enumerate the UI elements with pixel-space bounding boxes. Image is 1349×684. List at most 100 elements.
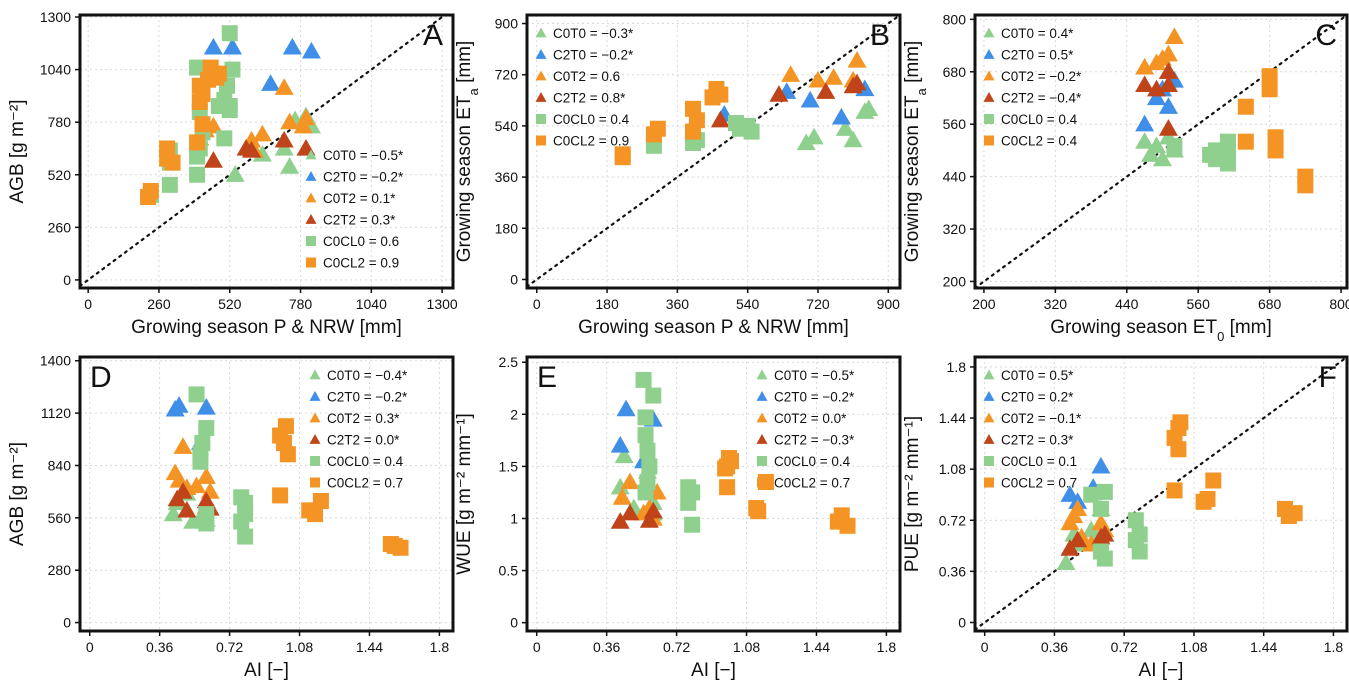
- legend-marker: [983, 92, 995, 102]
- data-point: [645, 387, 662, 404]
- plot-frame: [78, 13, 455, 290]
- legend-marker: [305, 149, 317, 160]
- legend-marker: [306, 236, 316, 246]
- y-tick-label: 0: [63, 272, 71, 288]
- legend-entry: C2T0 = −0.2*: [774, 390, 855, 405]
- x-tick-label: 520: [218, 296, 242, 312]
- data-point: [684, 516, 701, 533]
- data-point: [1147, 88, 1167, 106]
- legend-entry: C2T2 = 0.3*: [1001, 433, 1074, 448]
- data-point: [274, 130, 294, 148]
- legend-entry: C2T2 = 0.0*: [327, 433, 400, 448]
- y-tick-label: 1120: [41, 405, 71, 421]
- y-tick-label: 900: [495, 16, 519, 32]
- legend: C0T0 = −0.3* C2T0 = −0.2* C0T2 = 0.6 C2T2 =…: [535, 26, 634, 149]
- legend-entry: C0CL0 = 0.4: [774, 454, 851, 469]
- legend-entry: C0CL2 = 0.9: [323, 256, 399, 271]
- data-point: [839, 517, 856, 534]
- data-point: [169, 470, 189, 488]
- x-tick-label: 1.44: [1250, 639, 1277, 655]
- data-point: [1092, 500, 1109, 517]
- x-tick-label: 0.36: [593, 639, 620, 655]
- data-point: [173, 437, 193, 454]
- x-axis-label: AI [−]: [691, 660, 736, 681]
- x-axis-label: AI [−]: [244, 660, 289, 681]
- data-point: [222, 37, 242, 55]
- data-point: [824, 68, 844, 85]
- data-point: [641, 458, 658, 475]
- data-point: [847, 51, 867, 68]
- x-tick-label: 0: [86, 639, 94, 655]
- plot-frame: [525, 13, 902, 290]
- plot-frame: [525, 355, 902, 633]
- data-point: [173, 482, 193, 499]
- legend-marker: [305, 171, 317, 181]
- data-point: [301, 41, 321, 59]
- data-point: [277, 418, 294, 435]
- y-tick-label: 560: [943, 116, 967, 132]
- series-c0cl2: [272, 418, 409, 556]
- x-tick-label: 560: [1187, 296, 1211, 312]
- data-point: [612, 488, 632, 505]
- legend-marker: [983, 391, 995, 401]
- x-tick-label: 1.44: [356, 639, 383, 655]
- series-c0t2: [1135, 27, 1184, 79]
- plot-frame: [973, 355, 1349, 633]
- data-point: [189, 148, 206, 165]
- data-point: [643, 501, 663, 519]
- legend: C0T0 = −0.5* C2T0 = −0.2* C0T2 = 0.1* C2T2 …: [305, 148, 404, 271]
- legend-entry: C0T2 = 0.1*: [323, 191, 396, 206]
- data-point: [1205, 472, 1222, 489]
- data-point: [1172, 414, 1189, 431]
- data-point: [1135, 132, 1155, 149]
- x-tick-label: 200: [972, 296, 996, 312]
- y-tick-label: 2.5: [499, 354, 519, 370]
- data-point: [192, 453, 209, 470]
- data-point: [1158, 75, 1178, 93]
- data-point: [224, 61, 241, 78]
- legend-entry: C0T0 = −0.3*: [553, 26, 634, 41]
- series-c0cl2: [717, 450, 856, 534]
- series-c0cl2: [614, 80, 729, 166]
- legend-entry: C0CL2 = 0.4: [1001, 134, 1078, 149]
- data-point: [312, 493, 329, 510]
- legend-entry: C0T0 = −0.5*: [323, 148, 404, 163]
- legend-marker: [535, 27, 547, 38]
- series-c0cl0: [1166, 133, 1236, 172]
- y-tick-label: 800: [943, 11, 967, 27]
- data-point: [274, 78, 294, 95]
- legend-entry: C0T2 = −0.2*: [1001, 69, 1082, 84]
- data-point: [781, 65, 801, 82]
- panel-label: A: [423, 19, 443, 52]
- x-tick-label: 1.08: [286, 639, 313, 655]
- data-point: [1158, 119, 1178, 136]
- data-point: [237, 528, 254, 545]
- data-point: [1261, 81, 1278, 98]
- x-tick-label: 0: [981, 639, 989, 655]
- data-point: [1127, 512, 1144, 529]
- x-tick-label: 1300: [427, 296, 458, 312]
- legend: C0T0 = 0.4* C2T0 = 0.5* C0T2 = −0.2* C2T2 =…: [983, 26, 1082, 149]
- y-tick-label: 560: [48, 510, 72, 526]
- y-tick-label: 1.8: [947, 359, 967, 375]
- y-tick-label: 520: [48, 167, 72, 183]
- data-point: [1147, 136, 1167, 154]
- y-tick-label: 0.36: [939, 563, 966, 579]
- data-point: [210, 65, 227, 82]
- data-point: [216, 130, 233, 147]
- data-point: [1199, 490, 1216, 507]
- x-axis-label: Growing season P & NRW [mm]: [131, 317, 402, 338]
- y-tick-label: 320: [943, 221, 967, 237]
- data-point: [1158, 62, 1178, 79]
- legend-marker: [309, 369, 321, 380]
- x-tick-label: 1.8: [877, 639, 897, 655]
- panel-f: 0 0.36 0.72 1.08 1.44 1.8 0 0.36 0.72 1.08 1.44 1.8…: [902, 355, 1349, 681]
- y-tick-label: 440: [943, 169, 967, 185]
- legend-entry: C0T2 = −0.1*: [1001, 411, 1082, 426]
- data-point: [649, 120, 666, 137]
- data-point: [189, 134, 206, 151]
- data-point: [1091, 456, 1111, 474]
- panel-b: 0 180 360 540 720 900 0 180 360 540 720 900 Growing …: [454, 13, 902, 338]
- data-point: [236, 138, 256, 156]
- y-axis-label: AGB [g m⁻²]: [7, 100, 28, 204]
